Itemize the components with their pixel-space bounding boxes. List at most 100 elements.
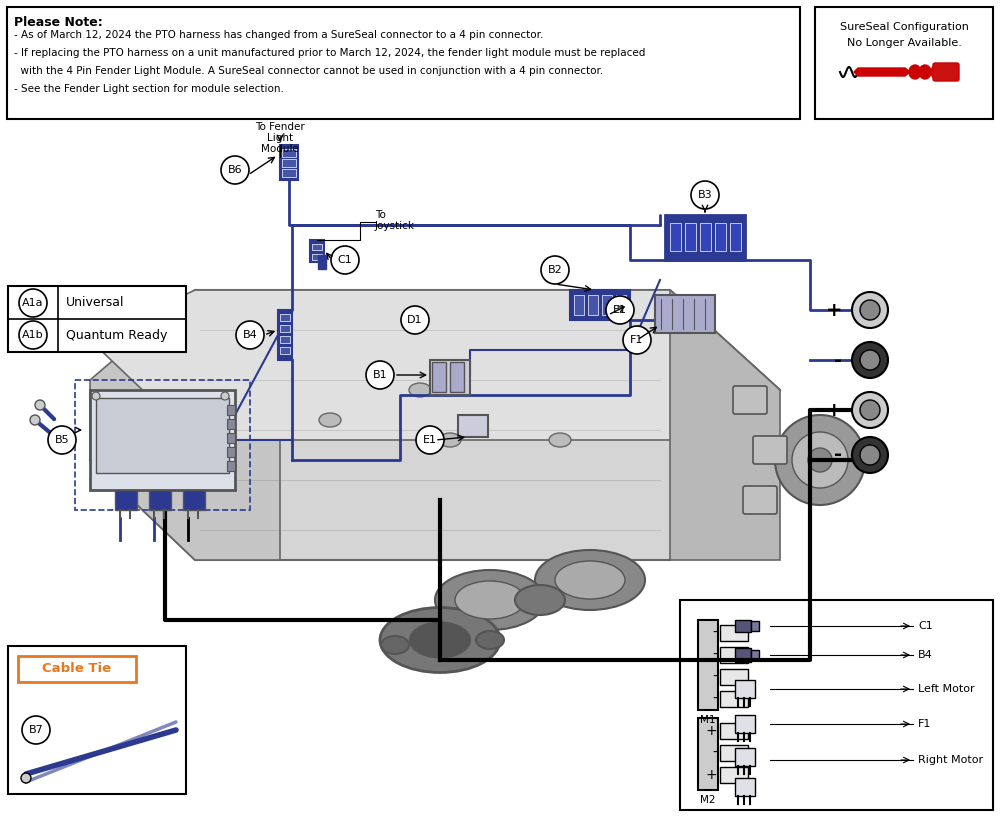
Text: To Fender: To Fender — [255, 122, 305, 132]
FancyBboxPatch shape — [280, 145, 298, 180]
FancyBboxPatch shape — [18, 656, 136, 682]
Circle shape — [401, 306, 429, 334]
Text: B6: B6 — [228, 165, 242, 175]
Text: B2: B2 — [548, 265, 562, 275]
Circle shape — [221, 392, 229, 400]
FancyBboxPatch shape — [670, 223, 681, 251]
Text: F1: F1 — [918, 719, 931, 729]
Text: Universal: Universal — [66, 296, 124, 309]
FancyBboxPatch shape — [227, 447, 235, 457]
FancyBboxPatch shape — [735, 778, 755, 796]
Text: Right Motor: Right Motor — [918, 755, 983, 765]
FancyBboxPatch shape — [735, 648, 751, 662]
Circle shape — [792, 432, 848, 488]
FancyBboxPatch shape — [735, 620, 751, 632]
Text: -: - — [712, 692, 717, 706]
FancyBboxPatch shape — [700, 223, 711, 251]
FancyBboxPatch shape — [680, 600, 993, 810]
Text: Light: Light — [267, 133, 293, 143]
FancyBboxPatch shape — [115, 490, 137, 510]
Ellipse shape — [555, 561, 625, 599]
FancyBboxPatch shape — [655, 295, 715, 333]
Text: To: To — [375, 210, 386, 220]
FancyBboxPatch shape — [432, 362, 446, 392]
Text: -: - — [712, 670, 717, 684]
Ellipse shape — [410, 622, 470, 658]
Circle shape — [236, 321, 264, 349]
Text: - See the Fender Light section for module selection.: - See the Fender Light section for modul… — [14, 84, 284, 94]
Text: +: + — [705, 724, 717, 738]
Text: - If replacing the PTO harness on a unit manufactured prior to March 12, 2024, t: - If replacing the PTO harness on a unit… — [14, 48, 645, 58]
FancyBboxPatch shape — [751, 621, 759, 631]
FancyBboxPatch shape — [227, 405, 235, 415]
Circle shape — [852, 342, 888, 378]
Text: -: - — [712, 648, 717, 662]
Text: B5: B5 — [55, 435, 69, 445]
FancyBboxPatch shape — [753, 436, 787, 464]
Circle shape — [366, 361, 394, 389]
FancyBboxPatch shape — [280, 314, 290, 321]
Circle shape — [221, 156, 249, 184]
Text: Please Note:: Please Note: — [14, 16, 103, 29]
Polygon shape — [90, 290, 280, 560]
Text: F1: F1 — [630, 335, 644, 345]
FancyBboxPatch shape — [720, 625, 748, 641]
Text: - As of March 12, 2024 the PTO harness has changed from a SureSeal connector to : - As of March 12, 2024 the PTO harness h… — [14, 30, 543, 40]
Ellipse shape — [549, 433, 571, 447]
Ellipse shape — [931, 65, 943, 79]
FancyBboxPatch shape — [735, 748, 755, 766]
Circle shape — [30, 415, 40, 425]
Polygon shape — [90, 290, 780, 560]
Circle shape — [860, 400, 880, 420]
Circle shape — [775, 415, 865, 505]
Text: Quantum Ready: Quantum Ready — [66, 329, 167, 341]
Ellipse shape — [435, 570, 545, 630]
FancyBboxPatch shape — [933, 63, 959, 81]
FancyBboxPatch shape — [720, 723, 748, 739]
Polygon shape — [670, 290, 780, 560]
Ellipse shape — [409, 383, 431, 397]
FancyBboxPatch shape — [588, 295, 598, 315]
Circle shape — [541, 256, 569, 284]
Text: E1: E1 — [613, 305, 627, 315]
Text: Cable Tie: Cable Tie — [42, 663, 112, 676]
Text: -: - — [834, 446, 842, 465]
FancyBboxPatch shape — [815, 7, 993, 119]
Circle shape — [852, 292, 888, 328]
Ellipse shape — [439, 433, 461, 447]
FancyBboxPatch shape — [282, 159, 296, 167]
Text: B1: B1 — [373, 370, 387, 380]
Text: B4: B4 — [243, 330, 257, 340]
FancyBboxPatch shape — [8, 646, 186, 794]
Circle shape — [22, 716, 50, 744]
FancyBboxPatch shape — [720, 691, 748, 707]
FancyBboxPatch shape — [715, 223, 726, 251]
Text: No Longer Available.: No Longer Available. — [847, 38, 961, 48]
Text: M2: M2 — [700, 795, 716, 805]
Circle shape — [416, 426, 444, 454]
FancyBboxPatch shape — [720, 669, 748, 685]
Text: C1: C1 — [338, 255, 352, 265]
Text: Module: Module — [261, 144, 299, 154]
Circle shape — [860, 445, 880, 465]
FancyBboxPatch shape — [735, 680, 755, 698]
Text: D1: D1 — [407, 315, 423, 325]
Polygon shape — [90, 290, 780, 440]
Text: +: + — [826, 401, 842, 420]
FancyBboxPatch shape — [430, 360, 470, 395]
Polygon shape — [854, 68, 910, 76]
Ellipse shape — [535, 550, 645, 610]
FancyBboxPatch shape — [570, 290, 630, 320]
Ellipse shape — [515, 585, 565, 615]
Text: E1: E1 — [423, 435, 437, 445]
Circle shape — [852, 437, 888, 473]
FancyBboxPatch shape — [318, 255, 326, 269]
FancyBboxPatch shape — [698, 718, 718, 790]
FancyBboxPatch shape — [450, 362, 464, 392]
FancyBboxPatch shape — [280, 347, 290, 354]
Text: Left Motor: Left Motor — [918, 684, 975, 694]
FancyBboxPatch shape — [8, 286, 186, 352]
FancyBboxPatch shape — [183, 490, 205, 510]
Text: B4: B4 — [918, 650, 933, 660]
Circle shape — [48, 426, 76, 454]
